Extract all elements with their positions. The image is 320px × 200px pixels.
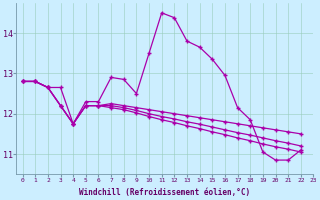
X-axis label: Windchill (Refroidissement éolien,°C): Windchill (Refroidissement éolien,°C) [79,188,251,197]
